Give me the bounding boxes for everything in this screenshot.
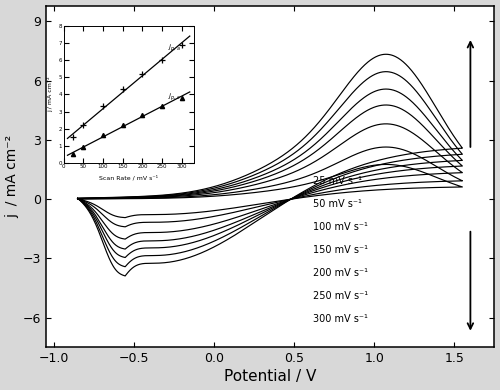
Text: 300 mV s⁻¹: 300 mV s⁻¹ (312, 314, 368, 324)
Y-axis label: j  / mA cm⁻²: j / mA cm⁻² (6, 135, 20, 218)
Text: 100 mV s⁻¹: 100 mV s⁻¹ (312, 222, 368, 232)
Text: 250 mV s⁻¹: 250 mV s⁻¹ (312, 291, 368, 301)
Text: 50 mV s⁻¹: 50 mV s⁻¹ (312, 199, 362, 209)
Text: 200 mV s⁻¹: 200 mV s⁻¹ (312, 268, 368, 278)
X-axis label: Potential / V: Potential / V (224, 369, 316, 385)
Text: 150 mV s⁻¹: 150 mV s⁻¹ (312, 245, 368, 255)
Text: 25 mV s⁻¹: 25 mV s⁻¹ (312, 177, 362, 186)
